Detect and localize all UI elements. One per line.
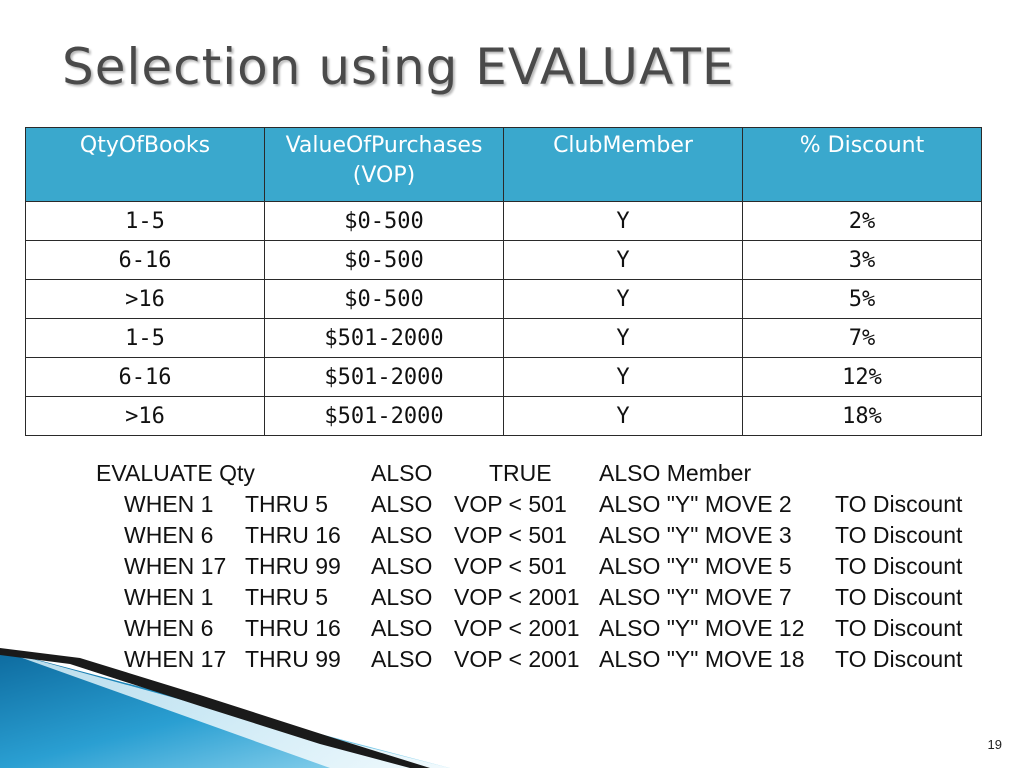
header-value-of-purchases-line: (VOP) — [352, 163, 416, 188]
cell-discount: 5% — [742, 279, 982, 319]
code-member-move: ALSO "Y" MOVE 3 — [599, 522, 792, 548]
code-vop-condition: VOP < 2001 — [454, 615, 580, 641]
cell-qty: 1-5 — [25, 201, 265, 241]
cell-vop: $0-500 — [264, 279, 504, 319]
code-when: WHEN 1 — [124, 491, 214, 517]
code-when: WHEN 17 — [124, 646, 227, 672]
code-thru: THRU 5 — [245, 584, 329, 610]
code-also: ALSO — [371, 522, 433, 548]
header-value-of-purchases-line: ValueOfPurchases — [285, 133, 483, 158]
table-row: 6-16 $0-500 Y 3% — [25, 240, 982, 280]
cell-club-member: Y — [503, 279, 743, 319]
page-number: 19 — [987, 737, 1002, 752]
code-thru: THRU 99 — [245, 553, 341, 579]
code-to-discount: TO Discount — [835, 553, 963, 579]
code-thru: THRU 16 — [245, 522, 341, 548]
cell-discount: 2% — [742, 201, 982, 241]
code-member-move: ALSO "Y" MOVE 12 — [599, 615, 805, 641]
code-also-keyword: ALSO — [371, 460, 433, 486]
code-vop-condition: VOP < 2001 — [454, 646, 580, 672]
table-row: 1-5 $0-500 Y 2% — [25, 201, 982, 241]
code-when: WHEN 6 — [124, 522, 214, 548]
code-to-discount: TO Discount — [835, 646, 963, 672]
code-also: ALSO — [371, 584, 433, 610]
header-percent-discount: % Discount — [742, 127, 982, 202]
cell-vop: $501-2000 — [264, 396, 504, 436]
cell-discount: 12% — [742, 357, 982, 397]
header-value-of-purchases: ValueOfPurchases (VOP) — [264, 127, 504, 202]
cell-discount: 18% — [742, 396, 982, 436]
code-member-move: ALSO "Y" MOVE 18 — [599, 646, 805, 672]
cell-club-member: Y — [503, 201, 743, 241]
table-row: 1-5 $501-2000 Y 7% — [25, 318, 982, 358]
code-when: WHEN 6 — [124, 615, 214, 641]
slide-title: Selection using EVALUATE — [62, 38, 735, 96]
code-to-discount: TO Discount — [835, 615, 963, 641]
code-member-move: ALSO "Y" MOVE 2 — [599, 491, 792, 517]
code-when: WHEN 1 — [124, 584, 214, 610]
code-to-discount: TO Discount — [835, 584, 963, 610]
cell-qty: 1-5 — [25, 318, 265, 358]
table-body: 1-5 $0-500 Y 2% 6-16 $0-500 Y 3% >16 $0-500 Y 5% 1-5… — [25, 201, 982, 436]
table-row: 6-16 $501-2000 Y 12% — [25, 357, 982, 397]
code-member-move: ALSO "Y" MOVE 7 — [599, 584, 792, 610]
code-also: ALSO — [371, 646, 433, 672]
code-thru: THRU 99 — [245, 646, 341, 672]
code-also: ALSO — [371, 553, 433, 579]
cell-vop: $501-2000 — [264, 318, 504, 358]
code-vop-condition: VOP < 501 — [454, 522, 567, 548]
cell-vop: $0-500 — [264, 201, 504, 241]
cell-vop: $0-500 — [264, 240, 504, 280]
code-thru: THRU 16 — [245, 615, 341, 641]
cell-qty: 6-16 — [25, 357, 265, 397]
cell-discount: 7% — [742, 318, 982, 358]
code-vop-condition: VOP < 501 — [454, 553, 567, 579]
cell-qty: >16 — [25, 396, 265, 436]
discount-table: QtyOfBooks ValueOfPurchases (VOP) ClubMem… — [25, 127, 982, 436]
code-true-keyword: TRUE — [489, 460, 552, 486]
cell-discount: 3% — [742, 240, 982, 280]
header-club-member: ClubMember — [503, 127, 743, 202]
cell-club-member: Y — [503, 357, 743, 397]
cell-qty: >16 — [25, 279, 265, 319]
code-also: ALSO — [371, 615, 433, 641]
cell-qty: 6-16 — [25, 240, 265, 280]
code-vop-condition: VOP < 2001 — [454, 584, 580, 610]
code-thru: THRU 5 — [245, 491, 329, 517]
code-also-member: ALSO Member — [599, 460, 752, 486]
table-row: >16 $501-2000 Y 18% — [25, 396, 982, 436]
cell-club-member: Y — [503, 318, 743, 358]
cell-vop: $501-2000 — [264, 357, 504, 397]
code-evaluate-subject: EVALUATE Qty — [96, 460, 255, 486]
code-vop-condition: VOP < 501 — [454, 491, 567, 517]
table-header-row: QtyOfBooks ValueOfPurchases (VOP) ClubMem… — [25, 127, 982, 202]
code-to-discount: TO Discount — [835, 522, 963, 548]
header-qty-of-books: QtyOfBooks — [25, 127, 265, 202]
code-when: WHEN 17 — [124, 553, 227, 579]
cell-club-member: Y — [503, 396, 743, 436]
code-member-move: ALSO "Y" MOVE 5 — [599, 553, 792, 579]
cell-club-member: Y — [503, 240, 743, 280]
code-to-discount: TO Discount — [835, 491, 963, 517]
code-also: ALSO — [371, 491, 433, 517]
table-row: >16 $0-500 Y 5% — [25, 279, 982, 319]
